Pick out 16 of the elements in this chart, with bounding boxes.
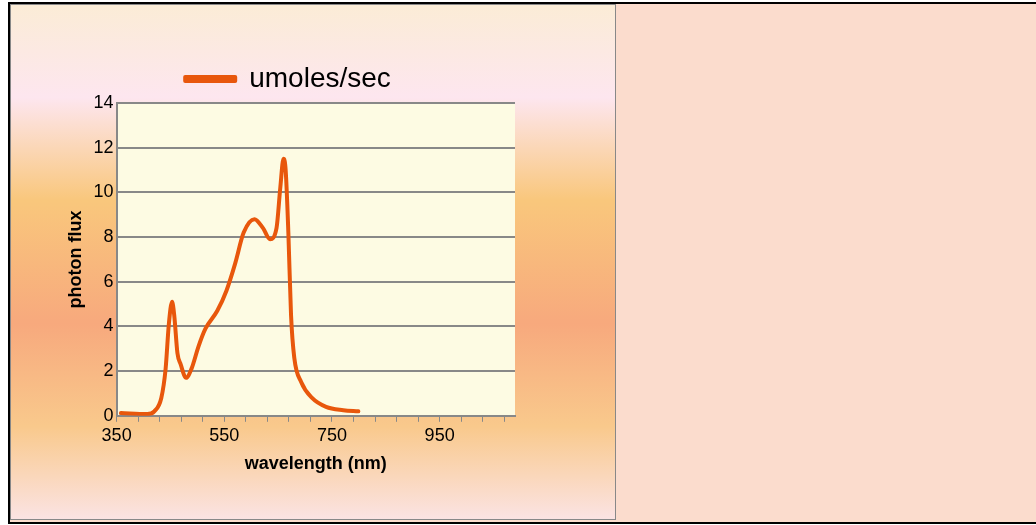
x-tick-label: 550 (209, 424, 240, 445)
y-tick-label: 0 (103, 404, 114, 425)
x-tick-label: 950 (424, 424, 455, 445)
y-tick-label: 4 (103, 315, 114, 336)
legend-label: umoles/sec (249, 61, 391, 93)
x-tick-label: 750 (316, 424, 347, 445)
y-tick-label: 12 (93, 136, 114, 157)
y-tick-label: 10 (93, 181, 114, 202)
x-tick-label: 350 (101, 424, 132, 445)
y-tick-label: 6 (103, 270, 114, 291)
y-tick-label: 8 (103, 226, 114, 247)
y-axis-title: photon flux (64, 210, 85, 309)
y-tick-label: 2 (103, 360, 114, 381)
y-tick-label: 14 (93, 91, 114, 112)
x-axis-title: wavelength (nm) (243, 453, 387, 474)
line-series (118, 156, 361, 416)
